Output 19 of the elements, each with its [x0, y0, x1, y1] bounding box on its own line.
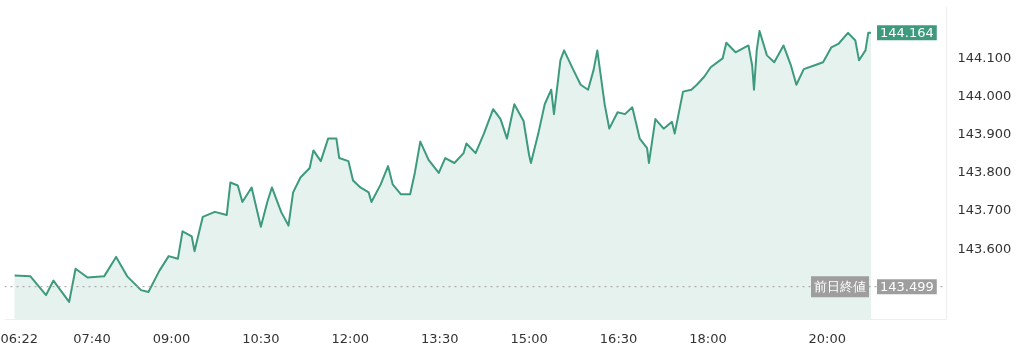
annotation: 144.164 — [880, 25, 934, 41]
y-tick-label: 144.000 — [957, 87, 1012, 103]
x-tick-label: 07:40 — [73, 330, 111, 346]
x-tick-label: 12:00 — [331, 330, 370, 346]
y-tick-label: 143.900 — [957, 126, 1012, 142]
x-tick-label: 15:00 — [510, 330, 548, 346]
x-tick-label: 16:30 — [599, 330, 638, 346]
y-tick-label: 143.700 — [957, 202, 1012, 218]
y-tick-label: 143.800 — [957, 164, 1012, 180]
y-tick-label: 143.600 — [957, 240, 1012, 256]
x-tick-label: 09:00 — [152, 330, 191, 346]
x-tick-label: 06:22 — [0, 330, 38, 346]
ref-line-label: 前日終値 — [814, 279, 867, 295]
x-tick-label: 10:30 — [242, 330, 280, 346]
x-tick-label: 18:00 — [689, 330, 727, 346]
y-tick-label: 144.100 — [957, 49, 1012, 65]
annotation: 143.499 — [880, 279, 934, 295]
x-tick-label: 20:00 — [808, 330, 846, 346]
x-tick-label: 13:30 — [421, 330, 459, 346]
